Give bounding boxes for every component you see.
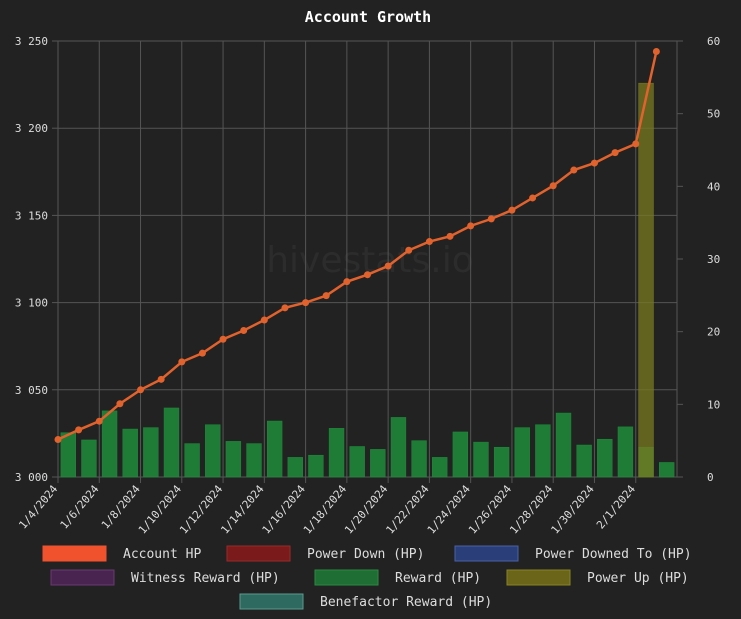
account-hp-point [570, 166, 578, 174]
reward-bar [60, 432, 76, 478]
y-right-tick-label: 10 [707, 398, 720, 411]
legend-label: Benefactor Reward (HP) [320, 595, 492, 610]
account-hp-point [219, 335, 227, 343]
reward-bar [370, 449, 386, 478]
bar-series [60, 82, 675, 478]
y-left-tick-label: 3 250 [15, 35, 48, 48]
account-hp-point [549, 182, 557, 190]
legend-label: Power Downed To (HP) [535, 547, 692, 562]
account-hp-point [446, 232, 454, 240]
y-left-tick-label: 3 050 [15, 384, 48, 397]
legend-label: Power Up (HP) [587, 571, 689, 586]
y-right-tick-label: 30 [707, 253, 720, 266]
reward-bar [225, 441, 242, 478]
reward-bar [287, 457, 303, 478]
reward-bar [514, 427, 530, 478]
reward-bar [597, 438, 613, 478]
reward-bar [411, 440, 427, 478]
account-hp-point [198, 349, 206, 357]
account-hp-point [260, 316, 268, 324]
y-left-tick-label: 3 000 [15, 471, 48, 484]
y-left-tick-label: 3 100 [15, 297, 48, 310]
y-right-tick-label: 50 [707, 108, 720, 121]
legend-swatch [506, 569, 571, 586]
account-hp-point [302, 299, 310, 307]
legend-swatch [314, 569, 379, 586]
reward-bar [452, 431, 469, 478]
y-right-tick-label: 60 [707, 35, 720, 48]
reward-bar [266, 420, 283, 478]
reward-bar [143, 427, 159, 478]
account-hp-point [405, 246, 413, 254]
legend-label: Reward (HP) [395, 571, 481, 586]
account-hp-point [281, 304, 289, 312]
reward-bar [246, 443, 262, 478]
account-hp-point [157, 375, 165, 383]
legend-swatch [50, 569, 115, 586]
legend-label: Account HP [123, 547, 201, 562]
account-hp-point [384, 262, 392, 270]
reward-bar [328, 428, 345, 478]
reward-bar [184, 443, 200, 478]
account-hp-point [467, 222, 475, 230]
account-hp-point [652, 47, 660, 55]
account-hp-point [487, 215, 495, 223]
y-right-tick-label: 40 [707, 180, 720, 193]
account-hp-line [57, 51, 658, 441]
account-hp-point [116, 400, 124, 408]
reward-bar [163, 407, 180, 478]
legend-swatch [239, 593, 304, 610]
reward-bar [493, 446, 510, 478]
legend-swatch [42, 545, 107, 562]
y-right-tick-label: 0 [707, 471, 714, 484]
account-hp-point [95, 417, 103, 425]
account-hp-point [343, 278, 351, 286]
reward-bar [308, 454, 324, 478]
account-hp-point [590, 159, 598, 167]
power-up-bar [638, 82, 654, 478]
grid-lines [52, 40, 683, 483]
account-hp-point [178, 358, 186, 366]
reward-bar [535, 424, 551, 478]
account-hp-point [508, 206, 516, 214]
legend-swatch [454, 545, 519, 562]
reward-bar [473, 441, 489, 478]
account-hp-point [529, 194, 537, 202]
reward-bar [101, 410, 118, 478]
y-left-tick-label: 3 150 [15, 209, 48, 222]
reward-bar [349, 446, 365, 478]
account-hp-point [137, 386, 145, 394]
legend-label: Power Down (HP) [307, 547, 424, 562]
reward-bar [659, 462, 675, 478]
y-right-tick-label: 20 [707, 326, 720, 339]
account-hp-point [240, 327, 248, 335]
reward-bar [122, 428, 138, 478]
reward-bar [390, 417, 407, 478]
reward-bar [555, 412, 572, 478]
legend-swatch [226, 545, 291, 562]
account-hp-point [54, 436, 62, 444]
reward-bar [432, 457, 448, 478]
reward-bar [205, 424, 221, 478]
legend: Account HP Power Down (HP) Power Downed To… [42, 545, 692, 610]
account-hp-point [425, 238, 433, 246]
legend-label: Witness Reward (HP) [131, 571, 280, 586]
account-hp-point [75, 426, 83, 434]
line-series [54, 47, 660, 444]
reward-bar [576, 444, 592, 478]
account-hp-point [364, 271, 371, 279]
account-hp-point [611, 149, 619, 157]
reward-bar [617, 426, 634, 478]
reward-bar [81, 439, 97, 478]
account-hp-point [632, 140, 640, 148]
y-left-tick-label: 3 200 [15, 122, 48, 135]
chart-title: Account Growth [305, 8, 431, 26]
account-hp-point [322, 292, 330, 300]
